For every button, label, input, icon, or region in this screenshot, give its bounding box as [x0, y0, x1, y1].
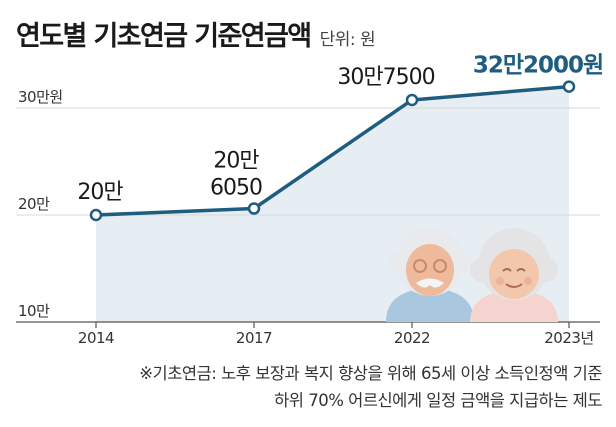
data-label: 20만	[213, 149, 259, 174]
title-row: 연도별 기초연금 기준연금액 단위: 원	[16, 14, 376, 53]
data-point	[405, 93, 419, 107]
elderly-couple-illustration	[386, 228, 558, 322]
grandmother-face	[489, 249, 539, 299]
grandfather-face	[406, 244, 454, 296]
x-tick-label: 2022	[394, 329, 430, 347]
data-point	[89, 208, 103, 222]
data-label: 30만7500	[337, 65, 434, 90]
footnote: ※기초연금: 노후 보장과 복지 향상을 위해 65세 이상 소득인정액 기준 …	[139, 360, 602, 414]
data-point	[247, 202, 261, 215]
chart-title: 연도별 기초연금 기준연금액	[16, 21, 312, 52]
x-tick-label: 2023년	[544, 329, 593, 347]
grandfather-body	[386, 288, 474, 322]
data-label: 6050	[210, 176, 262, 201]
y-tick-label: 30만원	[18, 88, 63, 106]
series-line	[95, 84, 570, 217]
line-layer	[89, 80, 576, 222]
data-label: 20만	[77, 180, 123, 205]
x-tick-label: 2014	[78, 329, 114, 347]
footnote-line-2: 하위 70% 어르신에게 일정 금액을 지급하는 제도	[274, 391, 602, 410]
grandfather-mustache	[416, 278, 444, 288]
grandmother-body	[470, 290, 558, 322]
data-label: 32만2000원	[473, 53, 603, 79]
y-tick-label: 10만	[18, 302, 50, 320]
data-point	[562, 80, 576, 93]
y-tick-label: 20만	[18, 195, 50, 213]
footnote-line-1: ※기초연금: 노후 보장과 복지 향상을 위해 65세 이상 소득인정액 기준	[139, 364, 602, 383]
unit-label: 단위: 원	[319, 30, 376, 50]
x-tick-label: 2017	[236, 329, 272, 347]
